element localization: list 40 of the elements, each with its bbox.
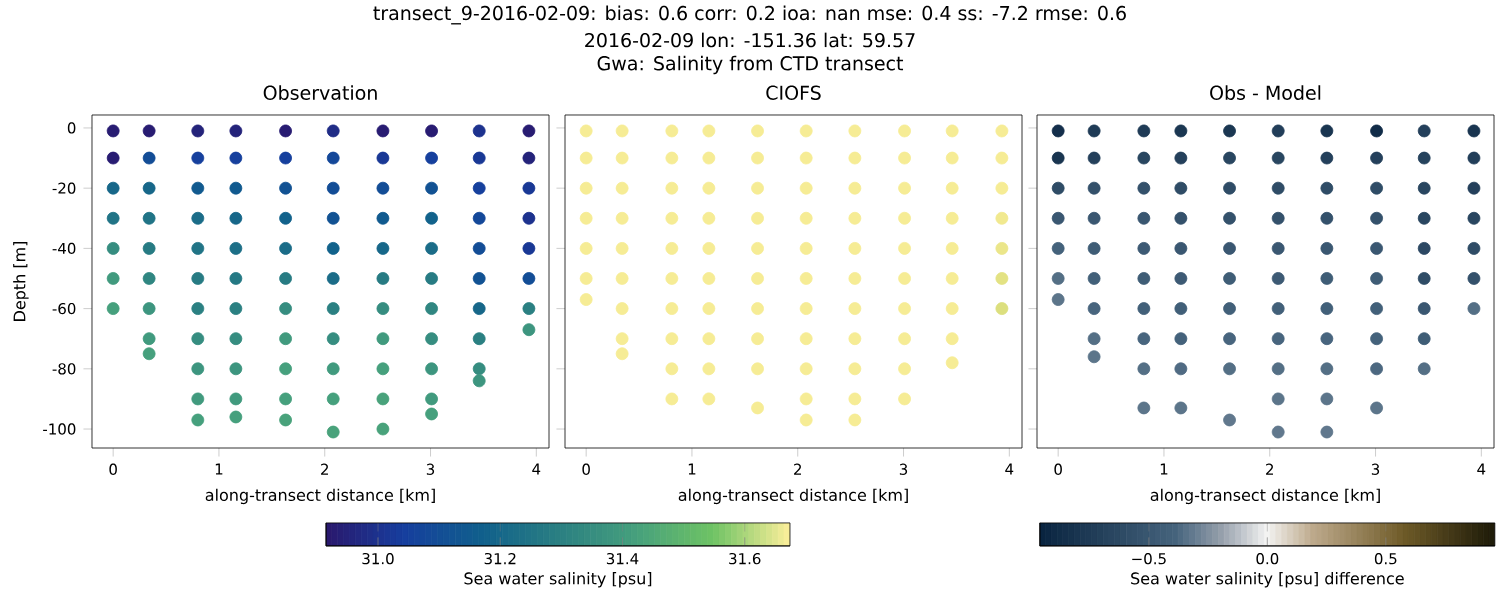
x-tick-label: 3	[899, 463, 908, 475]
chart-title: Observation	[263, 85, 377, 100]
color-bar-label: 31.0	[362, 552, 394, 565]
x-tick-label: 4	[1477, 463, 1486, 475]
color-bar-title: Sea water salinity [psu]	[464, 572, 652, 588]
x-tick-label: 4	[1005, 463, 1014, 475]
color-bar-label: 31.6	[729, 552, 761, 565]
x-tick-label: 1	[1160, 463, 1168, 475]
color-bar-label: 31.2	[484, 552, 516, 565]
x-axis-title: along-transect distance [km]	[678, 488, 908, 505]
x-tick-label: 2	[794, 463, 801, 475]
text: 2016-02-09 lon: -151.36 lat: 59.57	[585, 32, 915, 48]
x-tick-label: 3	[1371, 463, 1380, 475]
y-axis-title: Depth [m]	[13, 241, 29, 321]
x-tick-label: 1	[688, 463, 696, 475]
x-tick-label: 4	[532, 463, 541, 475]
color-bar-label: 0.0	[1256, 552, 1279, 565]
x-tick-label: 0	[109, 463, 117, 475]
color-bar-label: −0.5	[1132, 552, 1166, 565]
chart-title: Obs - Model	[1210, 85, 1321, 100]
y-tick-label: -100	[43, 423, 76, 435]
color-bar-label: 0.5	[1374, 552, 1397, 565]
y-tick-label: -60	[52, 302, 76, 315]
x-tick-label: 3	[426, 463, 435, 475]
text: Gwa: Salinity from CTD transect	[597, 55, 904, 75]
text: transect_9-2016-02-09: bias: 0.6 corr: 0.2 ioa: nan mse: 0.4 ss: -7.2 rmse: 0.6	[373, 5, 1126, 25]
x-tick-label: 0	[582, 463, 590, 475]
y-tick-label: -80	[52, 363, 76, 375]
x-axis-title: along-transect distance [km]	[1150, 488, 1380, 505]
color-bar-title: Sea water salinity [psu] difference	[1131, 572, 1404, 588]
y-tick-label: -20	[52, 182, 76, 194]
x-tick-label: 1	[215, 463, 223, 475]
y-tick-label: 0	[67, 122, 76, 134]
color-bar-label: 31.4	[606, 552, 639, 565]
x-tick-label: 2	[1266, 463, 1273, 475]
x-tick-label: 0	[1054, 463, 1062, 475]
chart-title: CIOFS	[766, 85, 821, 100]
x-tick-label: 2	[321, 463, 328, 475]
x-axis-title: along-transect distance [km]	[205, 488, 435, 505]
y-tick-label: -40	[52, 242, 76, 255]
